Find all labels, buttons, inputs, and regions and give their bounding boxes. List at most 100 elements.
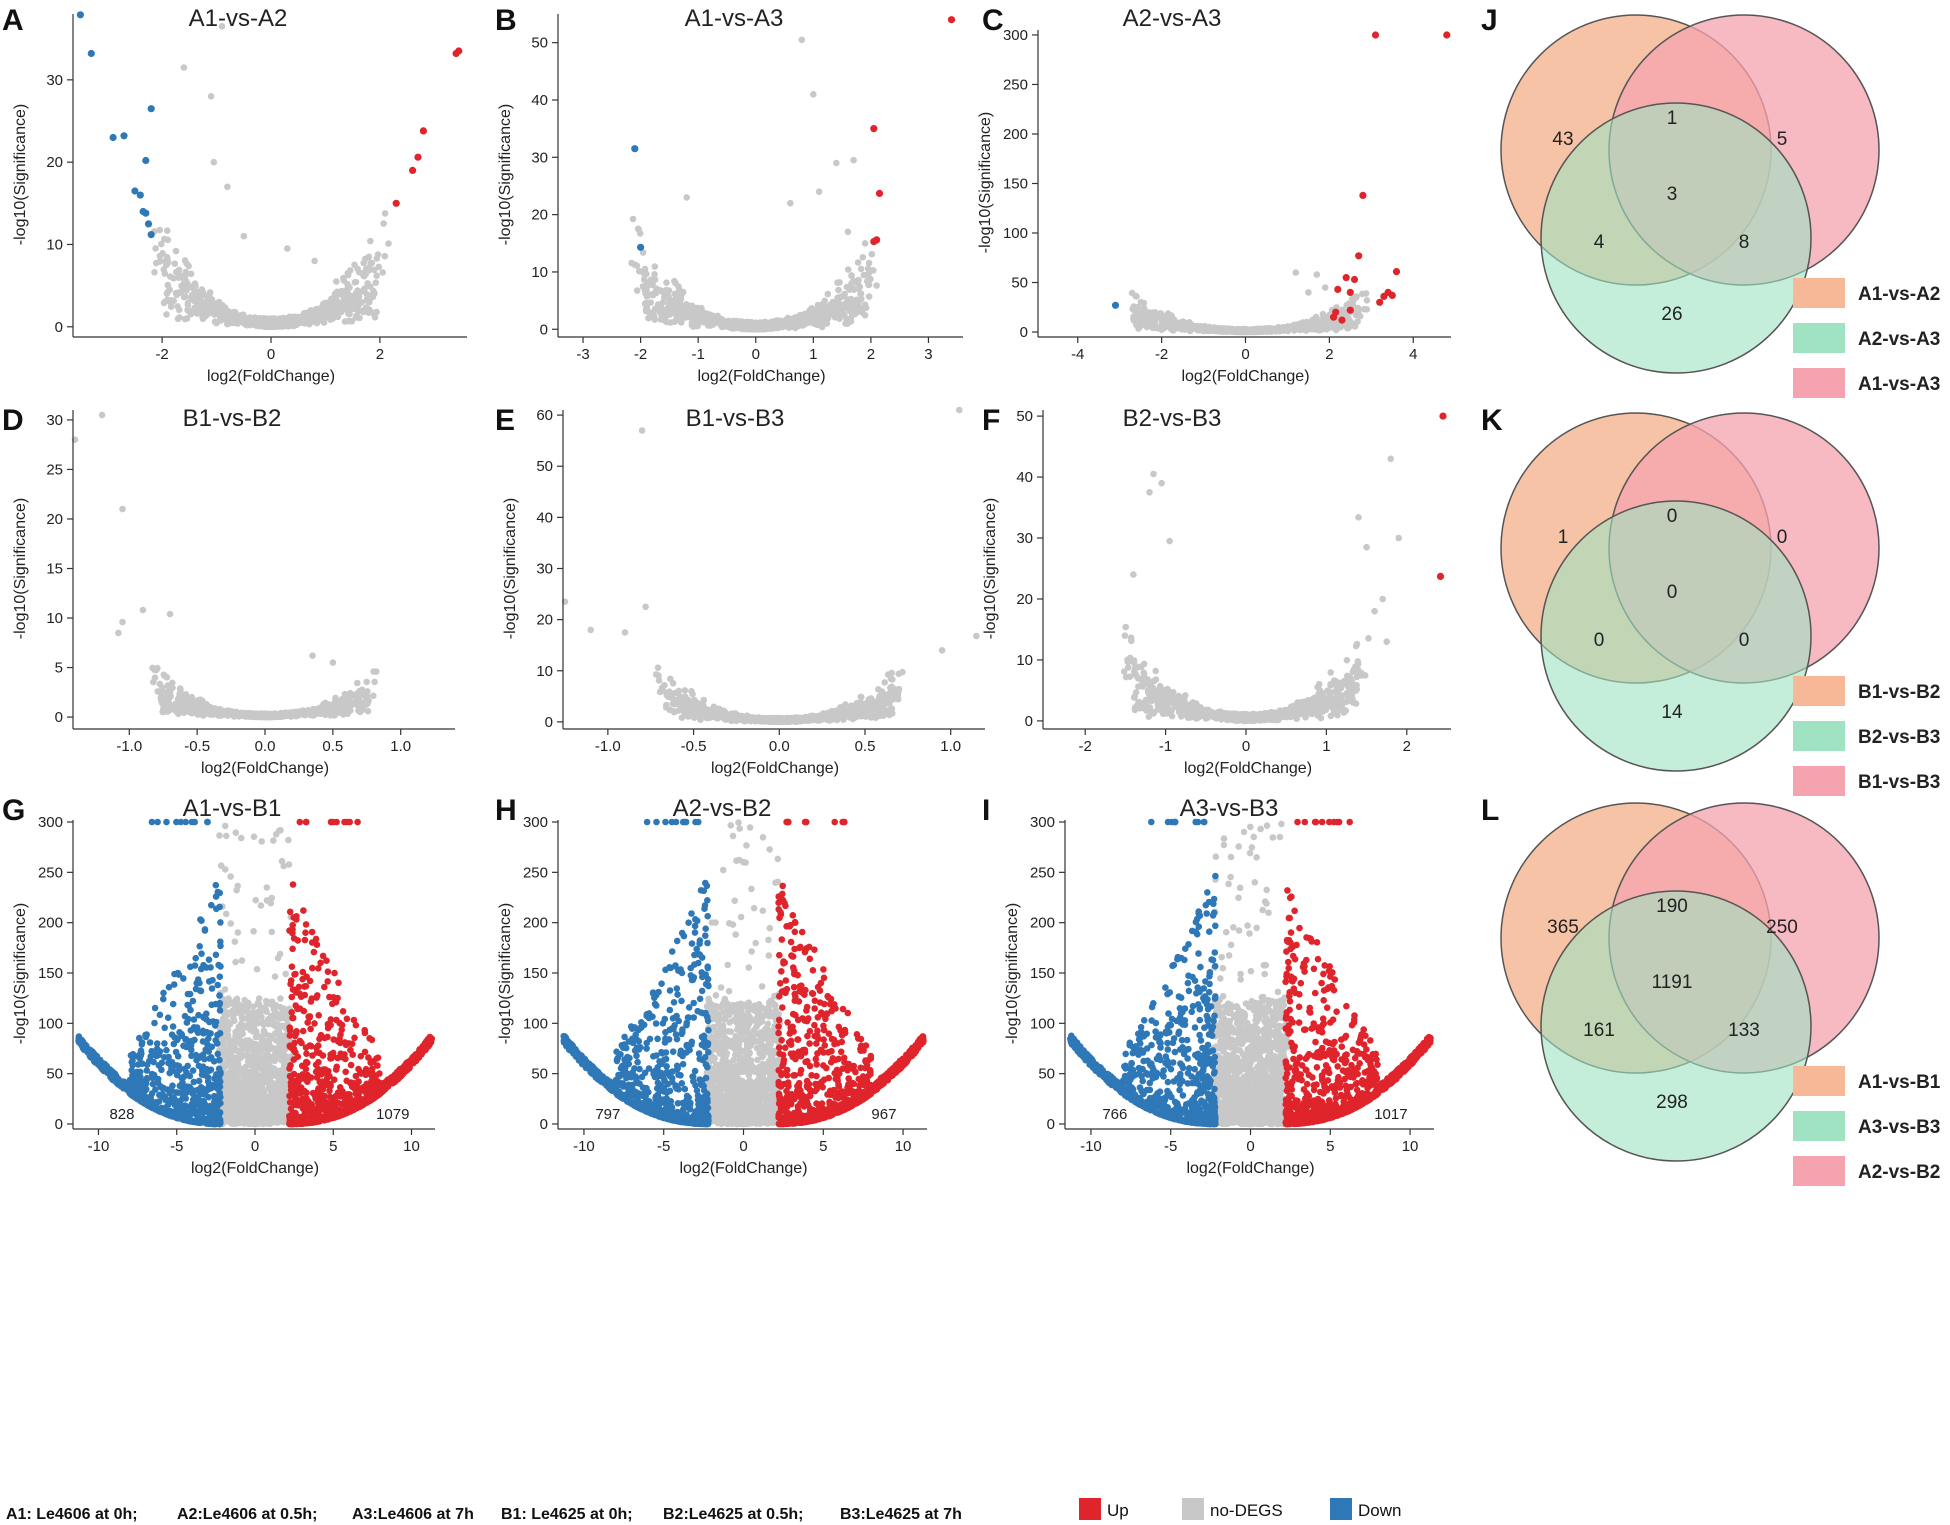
- non-deg-point: [848, 272, 855, 279]
- x-tick-label: 2: [867, 346, 875, 363]
- non-deg-point: [189, 702, 197, 710]
- non-deg-point: [743, 322, 750, 329]
- up-point: [1371, 31, 1380, 39]
- non-deg-point: [199, 298, 207, 306]
- non-deg-point: [163, 253, 171, 261]
- down-point: [1111, 301, 1120, 309]
- non-deg-point: [833, 159, 840, 167]
- non-deg-point: [163, 674, 171, 681]
- non-deg-point: [715, 315, 722, 323]
- non-deg-point: [834, 279, 841, 287]
- non-deg-point: [340, 711, 347, 718]
- non-deg-point: [184, 306, 191, 314]
- non-deg-point: [1323, 314, 1330, 321]
- non-deg-point: [1278, 325, 1285, 332]
- non-deg-point: [178, 282, 185, 290]
- non-deg-point: [203, 703, 210, 710]
- non-deg-point: [339, 703, 347, 711]
- non-deg-point: [274, 318, 281, 326]
- non-deg-point: [381, 210, 389, 217]
- non-deg-point: [826, 713, 834, 721]
- non-deg-point: [859, 253, 867, 261]
- non-deg-point: [351, 261, 358, 269]
- non-deg-point: [210, 158, 218, 166]
- x-tick-label: 0: [1241, 346, 1249, 363]
- non-deg-point: [364, 688, 371, 695]
- non-deg-point: [213, 319, 220, 327]
- up-point: [1334, 285, 1342, 293]
- plot-title: A1-vs-A3: [685, 5, 784, 32]
- non-deg-point: [699, 708, 707, 715]
- non-deg-point: [158, 240, 165, 248]
- non-deg-point: [206, 289, 214, 296]
- non-deg-point: [181, 273, 189, 280]
- non-deg-point: [652, 289, 660, 297]
- non-deg-point: [1128, 289, 1136, 297]
- non-deg-point: [240, 232, 248, 240]
- non-deg-point: [224, 183, 231, 191]
- non-deg-point: [769, 324, 777, 332]
- up-point: [1350, 275, 1359, 284]
- non-deg-point: [1141, 315, 1149, 323]
- y-tick-label: 250: [1003, 76, 1028, 93]
- non-deg-point: [333, 278, 340, 285]
- y-tick-label: 30: [531, 149, 548, 166]
- non-deg-point: [956, 406, 963, 414]
- non-deg-point: [810, 91, 817, 98]
- non-deg-point: [1286, 324, 1293, 332]
- non-deg-point: [1363, 297, 1371, 304]
- non-deg-point: [344, 281, 351, 288]
- non-deg-point: [210, 305, 217, 312]
- non-deg-point: [835, 310, 842, 318]
- non-deg-point: [310, 313, 318, 321]
- up-point: [455, 47, 463, 55]
- non-deg-point: [373, 255, 381, 262]
- non-deg-point: [365, 253, 373, 261]
- panel-letter: A: [2, 4, 24, 37]
- non-deg-point: [311, 257, 318, 265]
- non-deg-point: [647, 299, 655, 306]
- non-deg-point: [218, 23, 226, 30]
- data-points: [628, 16, 956, 333]
- non-deg-point: [166, 610, 174, 618]
- volcano-plot-d: -1.0 -0.5 0.0 0.5 1.0051015202530log2(FoldCh…: [2, 404, 455, 777]
- y-axis-label: -log10(Significance): [497, 104, 514, 245]
- non-deg-point: [347, 301, 354, 309]
- non-deg-point: [225, 316, 233, 323]
- volcano-plot-b: -3 -2 -1 0 1 2 301020304050log2(FoldChange)-lo…: [495, 4, 963, 385]
- x-tick-label: -1.0: [116, 738, 142, 755]
- non-deg-point: [164, 259, 172, 266]
- non-deg-point: [1204, 326, 1211, 333]
- non-deg-point: [371, 290, 378, 297]
- non-deg-point: [638, 427, 646, 434]
- non-deg-point: [1322, 325, 1330, 332]
- x-tick-label: -4: [1071, 346, 1084, 363]
- non-deg-point: [149, 664, 156, 672]
- non-deg-point: [684, 696, 691, 704]
- non-deg-point: [809, 714, 817, 721]
- data-points: [76, 11, 463, 331]
- y-tick-label: 0: [1020, 324, 1028, 341]
- non-deg-point: [385, 240, 392, 247]
- non-deg-point: [1355, 310, 1362, 318]
- down-point: [87, 49, 95, 58]
- non-deg-point: [373, 272, 381, 280]
- x-axis-label: log2(FoldChange): [207, 368, 335, 385]
- y-tick-label: 100: [1003, 225, 1028, 242]
- non-deg-point: [317, 708, 324, 715]
- non-deg-point: [794, 715, 801, 723]
- non-deg-point: [879, 704, 887, 711]
- plot-title: B1-vs-B3: [686, 405, 785, 432]
- up-point: [1346, 288, 1354, 296]
- y-tick-label: 30: [46, 72, 63, 89]
- non-deg-point: [358, 299, 365, 306]
- non-deg-point: [664, 308, 671, 315]
- non-deg-point: [1305, 289, 1312, 296]
- non-deg-point: [883, 691, 891, 699]
- non-deg-point: [1360, 305, 1368, 313]
- non-deg-point: [115, 629, 122, 637]
- up-point: [1359, 191, 1367, 199]
- non-deg-point: [1315, 318, 1322, 325]
- data-points: [1111, 31, 1451, 336]
